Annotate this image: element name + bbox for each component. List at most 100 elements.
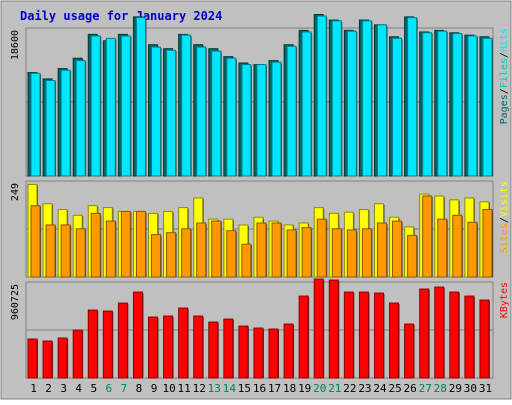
x-tick-label-day-12: 12 <box>193 382 206 395</box>
bar-kbytes-day-28 <box>434 286 445 379</box>
bar-kbytes-day-16 <box>253 327 264 379</box>
bar-sites-day-29 <box>452 214 463 278</box>
bar-hits-day-2 <box>45 80 56 177</box>
chart-title: Daily usage for January 2024 <box>20 9 222 23</box>
bar-hits-day-9 <box>151 46 162 177</box>
bar-kbytes-day-2 <box>42 340 53 379</box>
bar-kbytes-day-26 <box>404 323 415 379</box>
bar-kbytes-day-14 <box>223 318 234 379</box>
bar-hits-day-26 <box>407 17 418 177</box>
bar-hits-day-1 <box>30 72 41 177</box>
bar-sites-day-31 <box>482 209 493 278</box>
bar-kbytes-day-25 <box>389 302 400 379</box>
bar-kbytes-day-3 <box>57 337 68 379</box>
right-label-part: Sites <box>499 223 510 253</box>
bar-hits-day-27 <box>422 32 433 177</box>
bar-sites-day-13 <box>211 220 222 278</box>
x-tick-label-day-7: 7 <box>121 382 128 395</box>
bar-sites-day-27 <box>422 195 433 278</box>
bar-sites-day-19 <box>301 227 312 278</box>
panel-middle-right-label: Sites/Visits <box>499 181 510 253</box>
bar-sites-day-22 <box>346 229 357 278</box>
bar-sites-day-2 <box>45 224 56 278</box>
bar-hits-day-21 <box>331 20 342 177</box>
bar-sites-day-21 <box>331 228 342 278</box>
right-label-part: / <box>499 88 510 94</box>
x-tick-label-day-23: 23 <box>358 382 371 395</box>
bar-sites-day-12 <box>196 222 207 278</box>
bar-kbytes-day-30 <box>464 295 475 379</box>
bar-sites-day-15 <box>241 243 252 278</box>
bar-hits-day-14 <box>226 57 237 177</box>
x-tick-label-day-27: 27 <box>419 382 432 395</box>
bar-kbytes-day-8 <box>132 291 143 379</box>
x-tick-label-day-14: 14 <box>223 382 237 395</box>
panel-bottom-right-label: KBytes <box>499 282 510 318</box>
x-tick-label-day-4: 4 <box>75 382 82 395</box>
x-tick-label-day-3: 3 <box>60 382 67 395</box>
bar-hits-day-23 <box>361 20 372 177</box>
bar-sites-day-20 <box>316 218 327 278</box>
bar-hits-day-11 <box>181 34 192 177</box>
bar-kbytes-day-20 <box>313 278 324 379</box>
bar-kbytes-day-24 <box>373 292 384 379</box>
right-label-part: Visits <box>499 181 510 217</box>
bar-hits-day-28 <box>437 30 448 177</box>
bar-kbytes-day-22 <box>343 291 354 379</box>
bar-hits-day-7 <box>120 35 131 177</box>
x-tick-label-day-13: 13 <box>208 382 221 395</box>
bar-sites-day-5 <box>90 212 101 278</box>
bar-kbytes-day-7 <box>117 302 128 379</box>
bar-hits-day-19 <box>301 31 312 177</box>
x-tick-label-day-17: 17 <box>268 382 281 395</box>
bar-kbytes-day-9 <box>148 316 159 379</box>
x-tick-label-day-24: 24 <box>373 382 387 395</box>
right-label-part: / <box>499 217 510 223</box>
bar-hits-day-4 <box>75 60 86 177</box>
panel-middle: 249 Sites/Visits <box>10 180 510 278</box>
x-tick-label-day-15: 15 <box>238 382 251 395</box>
right-label-part: KBytes <box>499 282 510 318</box>
bar-sites-day-26 <box>407 234 418 278</box>
bar-sites-day-17 <box>271 222 282 278</box>
bar-sites-day-24 <box>376 222 387 278</box>
bar-hits-day-3 <box>60 69 71 177</box>
right-label-part: / <box>499 52 510 58</box>
x-tick-label-day-28: 28 <box>434 382 447 395</box>
panel-top-right-label: Pages/Files/Hits <box>499 28 510 124</box>
x-tick-label-day-22: 22 <box>343 382 356 395</box>
x-tick-label-day-18: 18 <box>283 382 296 395</box>
x-tick-label-day-21: 21 <box>328 382 341 395</box>
bar-kbytes-day-1 <box>27 338 38 379</box>
bar-hits-day-12 <box>196 46 207 177</box>
panel-top: 18600 Pages/Files/Hits <box>10 13 510 177</box>
bar-sites-day-30 <box>467 221 478 278</box>
x-tick-label-day-10: 10 <box>162 382 175 395</box>
bar-kbytes-day-6 <box>102 310 113 379</box>
bar-sites-day-23 <box>361 228 372 278</box>
bar-kbytes-day-12 <box>193 315 204 379</box>
bar-kbytes-day-11 <box>178 307 189 379</box>
bar-hits-day-13 <box>211 50 222 177</box>
panel-middle-max-label: 249 <box>10 183 21 201</box>
x-tick-label-day-6: 6 <box>106 382 113 395</box>
bar-kbytes-day-21 <box>328 279 339 379</box>
right-label-part: Hits <box>499 28 510 52</box>
bar-hits-day-6 <box>105 37 116 177</box>
bar-hits-day-22 <box>346 30 357 177</box>
bar-sites-day-18 <box>286 229 297 278</box>
bar-sites-day-7 <box>120 210 131 278</box>
x-tick-label-day-25: 25 <box>388 382 401 395</box>
x-tick-label-day-30: 30 <box>464 382 477 395</box>
bar-sites-day-16 <box>256 222 267 278</box>
bar-sites-day-1 <box>30 205 41 278</box>
bar-hits-day-15 <box>241 64 252 177</box>
bar-kbytes-day-19 <box>298 295 309 379</box>
panel-bottom: 960725 KBytes <box>10 278 510 379</box>
bar-sites-day-6 <box>105 220 116 278</box>
panel-top-max-label: 18600 <box>10 30 21 60</box>
bar-hits-day-17 <box>271 61 282 177</box>
bar-sites-day-8 <box>135 210 146 278</box>
